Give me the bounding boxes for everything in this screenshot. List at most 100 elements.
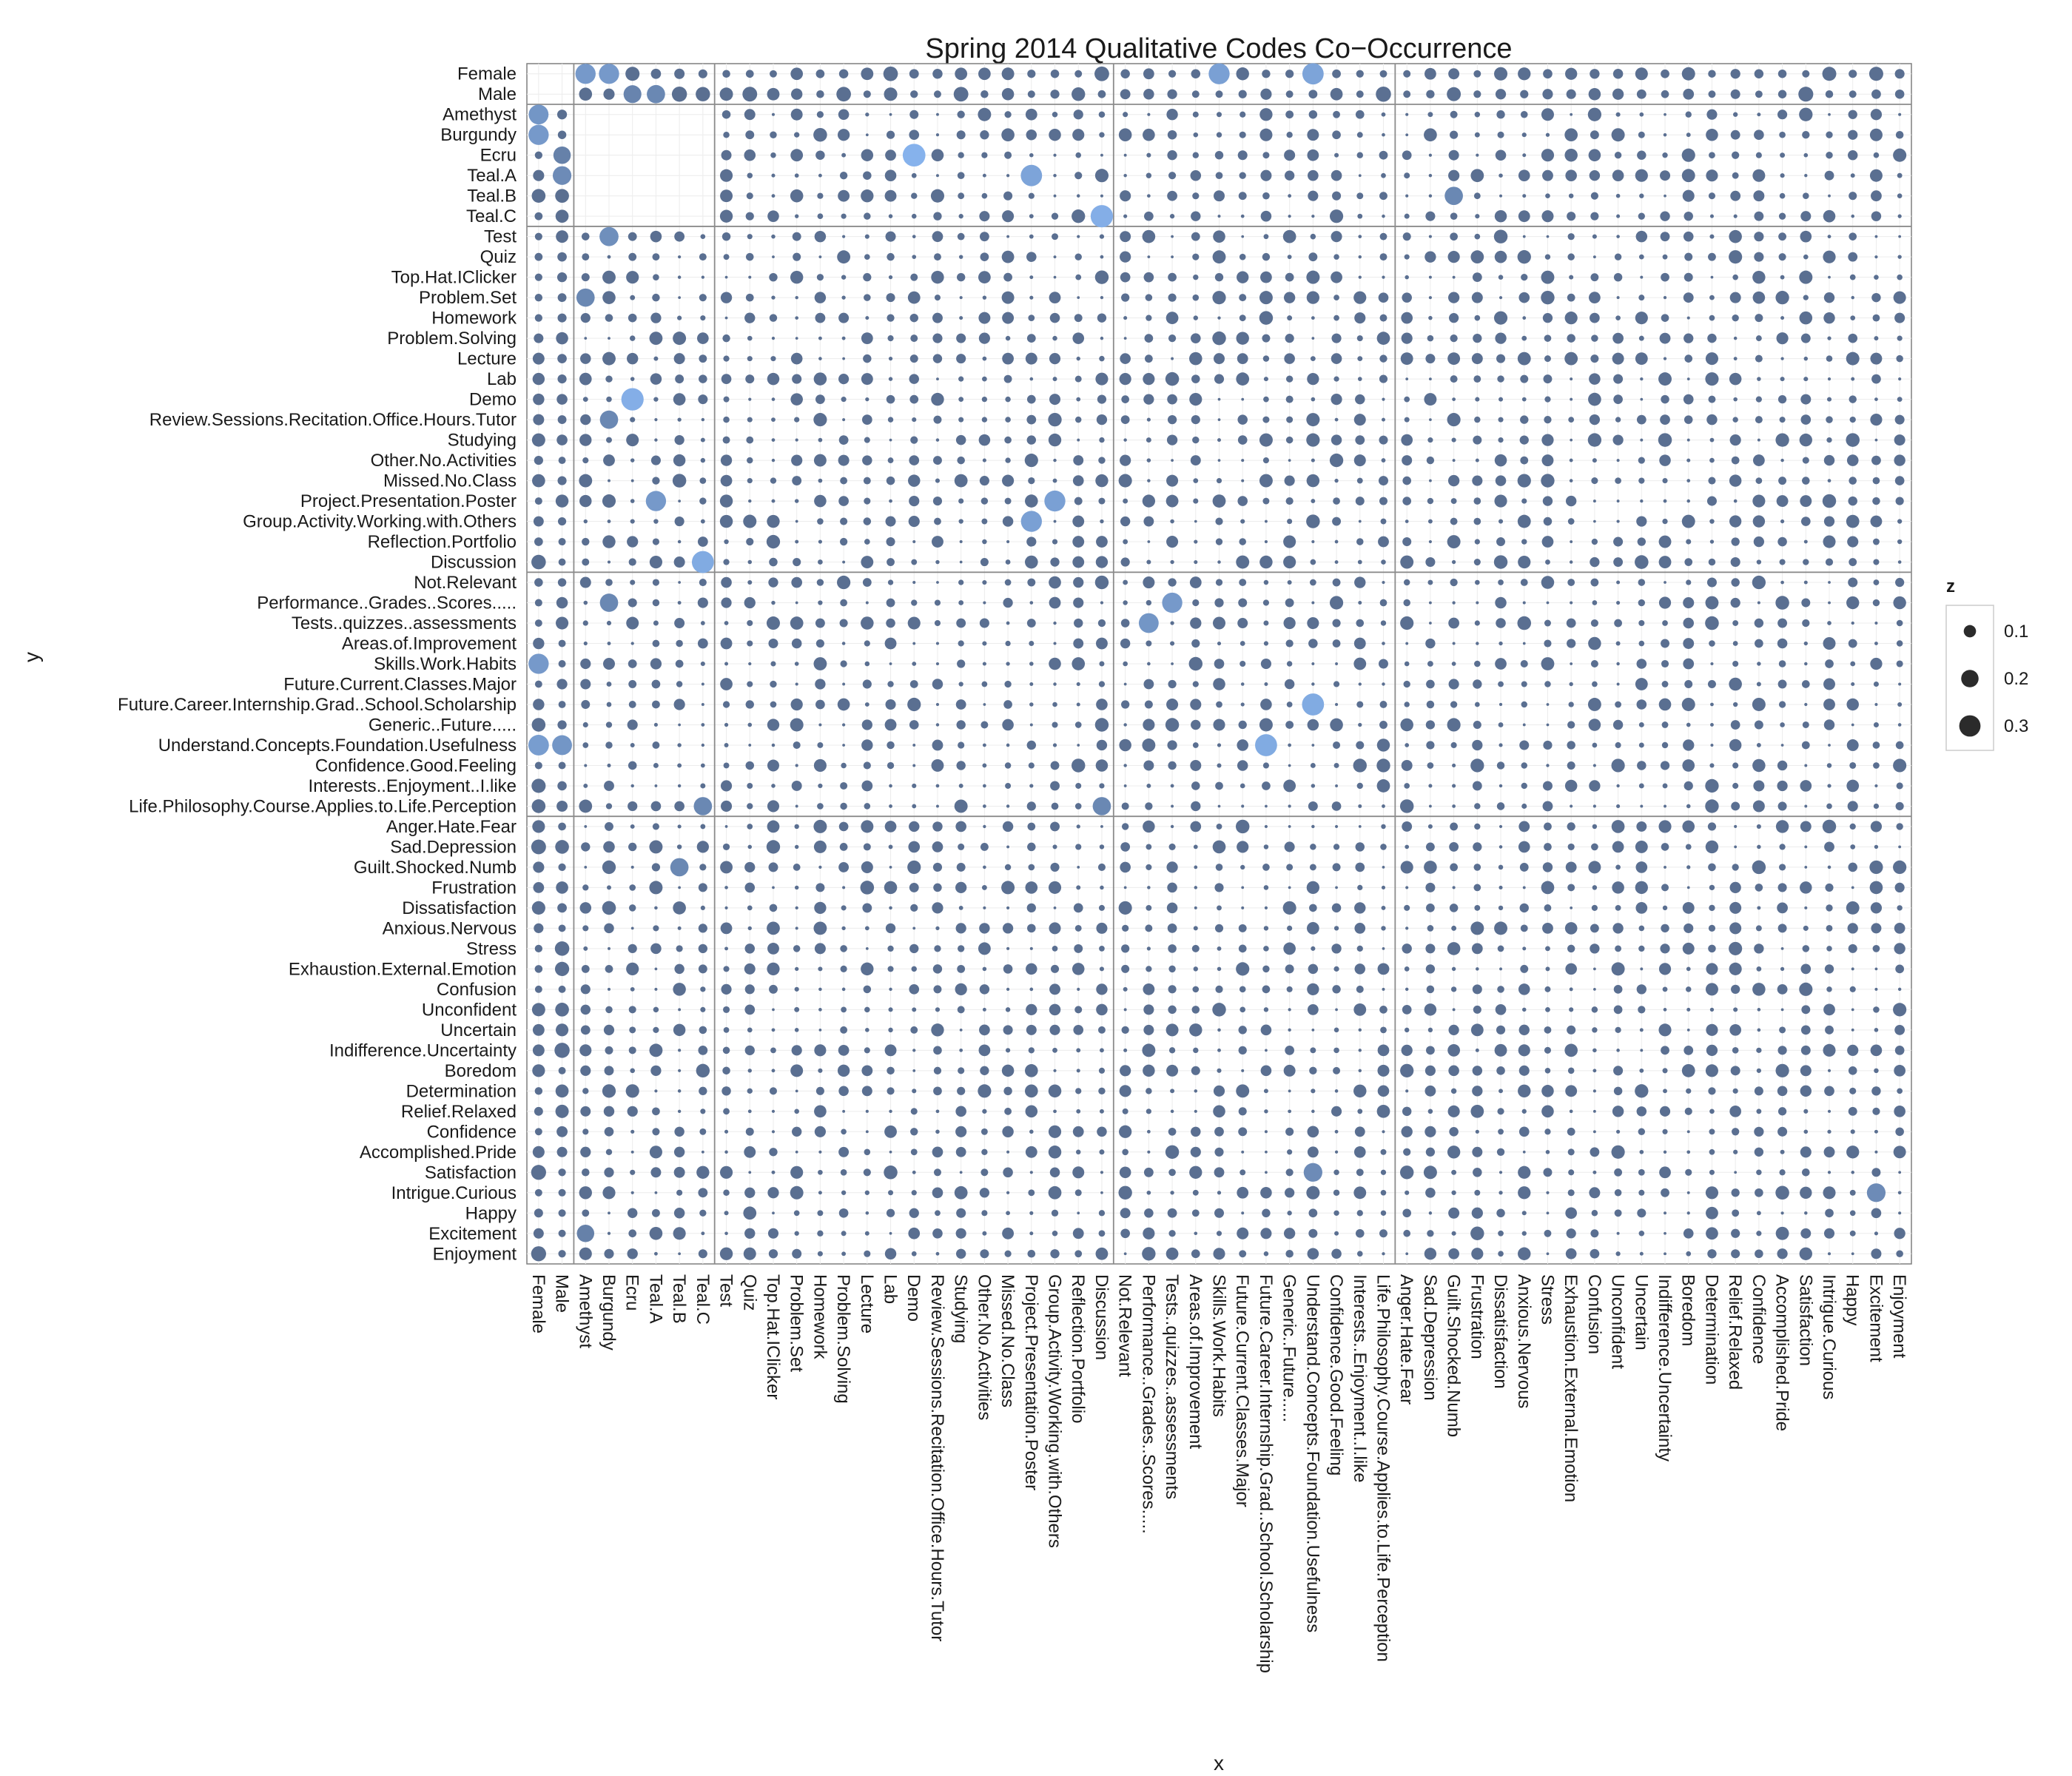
bubble-point <box>627 719 638 730</box>
bubble-point <box>623 85 642 104</box>
bubble-point <box>1006 1211 1010 1216</box>
bubble-point <box>1708 90 1716 98</box>
bubble-point <box>1638 212 1645 220</box>
bubble-point <box>1593 967 1596 971</box>
bubble-point <box>652 741 660 749</box>
bubble-point <box>579 474 593 488</box>
bubble-point <box>1828 601 1831 605</box>
bubble-point <box>770 152 776 158</box>
bubble-point <box>1590 1147 1600 1157</box>
bubble-point <box>607 1231 611 1235</box>
y-tick-label: Enjoyment <box>433 1244 517 1264</box>
x-tick-label: Demo <box>904 1274 924 1322</box>
bubble-point <box>790 718 804 732</box>
bubble-point <box>1001 1064 1015 1077</box>
bubble-point <box>1214 1167 1225 1178</box>
bubble-point <box>792 476 802 486</box>
x-tick-label: Problem.Set <box>787 1274 807 1372</box>
bubble-point <box>1615 1026 1621 1033</box>
bubble-point <box>1262 152 1270 159</box>
bubble-point <box>1447 352 1461 366</box>
bubble-point <box>1757 601 1760 605</box>
bubble-point <box>1755 416 1763 424</box>
bubble-point <box>534 232 542 240</box>
bubble-point <box>1498 417 1504 423</box>
bubble-point <box>605 722 613 728</box>
bubble-point <box>1168 944 1177 953</box>
bubble-point <box>932 1146 944 1158</box>
bubble-point <box>1732 864 1739 871</box>
bubble-point <box>1777 902 1788 914</box>
bubble-point <box>652 253 660 261</box>
bubble-point <box>722 70 730 78</box>
bubble-point <box>1709 152 1715 159</box>
bubble-point <box>654 1089 658 1093</box>
bubble-point <box>630 642 634 645</box>
bubble-point <box>1379 721 1388 729</box>
legend-key-circle <box>1963 625 1977 638</box>
y-tick-label: Sad.Depression <box>390 837 517 857</box>
bubble-point <box>1050 69 1060 78</box>
bubble-point <box>982 763 987 768</box>
bubble-point <box>818 478 823 483</box>
bubble-point <box>956 761 966 770</box>
bubble-point <box>1142 494 1156 508</box>
bubble-point <box>1356 1251 1363 1257</box>
bubble-point <box>533 861 545 873</box>
bubble-point <box>1660 761 1670 770</box>
bubble-point <box>1686 1191 1690 1194</box>
bubble-point <box>1354 312 1366 324</box>
bubble-point <box>934 619 941 627</box>
bubble-point <box>1518 67 1531 81</box>
bubble-point <box>1804 804 1808 808</box>
bubble-point <box>1565 495 1577 507</box>
bubble-point <box>1470 1226 1484 1240</box>
bubble-point <box>1729 922 1742 935</box>
bubble-point <box>1827 1069 1832 1072</box>
bubble-point <box>1026 963 1037 975</box>
bubble-point <box>553 146 571 164</box>
bubble-point <box>1521 335 1527 341</box>
bubble-point <box>1826 355 1833 362</box>
y-tick-label: Happy <box>465 1203 517 1223</box>
bubble-point <box>1237 150 1248 161</box>
bubble-point <box>885 516 896 527</box>
bubble-point <box>794 1231 799 1236</box>
bubble-point <box>626 616 639 630</box>
bubble-point <box>841 397 847 403</box>
bubble-point <box>582 1168 590 1177</box>
bubble-point <box>1756 682 1761 687</box>
bubble-point <box>1802 70 1810 78</box>
bubble-point <box>1095 556 1109 568</box>
bubble-point <box>1239 538 1246 545</box>
bubble-point <box>1405 987 1409 992</box>
bubble-point <box>534 619 542 627</box>
bubble-point <box>1824 841 1834 852</box>
bubble-point <box>1566 89 1576 99</box>
bubble-point <box>1239 314 1246 322</box>
bubble-point <box>1049 596 1061 609</box>
bubble-point <box>911 213 917 219</box>
bubble-point <box>1003 1086 1012 1096</box>
bubble-point <box>1476 967 1479 971</box>
bubble-point <box>1286 416 1294 423</box>
bubble-point <box>1518 555 1531 569</box>
bubble-point <box>1684 252 1693 261</box>
bubble-point <box>1262 497 1270 505</box>
bubble-point <box>840 517 848 525</box>
bubble-point <box>887 579 894 585</box>
bubble-point <box>1090 205 1114 228</box>
bubble-point <box>1217 438 1221 443</box>
bubble-point <box>1874 438 1878 442</box>
x-tick-label: Frustration <box>1467 1274 1487 1359</box>
bubble-point <box>861 1065 873 1077</box>
bubble-point <box>532 372 545 386</box>
bubble-point <box>1100 1048 1104 1053</box>
bubble-point <box>958 640 964 647</box>
bubble-point <box>652 700 660 709</box>
bubble-point <box>795 337 798 340</box>
bubble-point <box>1166 1247 1179 1260</box>
bubble-point <box>911 559 918 565</box>
bubble-point <box>556 801 568 812</box>
bubble-point <box>723 131 730 138</box>
